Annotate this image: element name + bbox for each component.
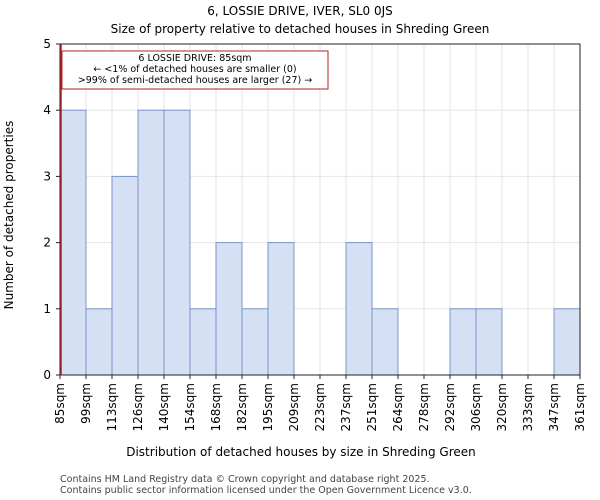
x-tick-label: 209sqm — [287, 383, 301, 431]
x-tick-label: 113sqm — [105, 383, 119, 431]
bar — [371, 308, 399, 376]
bar — [137, 109, 165, 376]
x-axis-ticks: 85sqm 99sqm 113sqm 126sqm 140sqm 154sqm 168sqm… — [53, 375, 587, 431]
x-tick-label: 182sqm — [235, 383, 249, 431]
x-tick-label: 292sqm — [443, 383, 457, 431]
bar — [189, 308, 217, 376]
x-tick-label: 85sqm — [53, 383, 67, 424]
x-tick-label: 126sqm — [131, 383, 145, 431]
x-axis-label: Distribution of detached houses by size … — [126, 445, 476, 459]
bar — [449, 308, 477, 376]
y-axis-ticks: 0 1 2 3 4 5 — [43, 37, 60, 382]
bars — [59, 109, 581, 376]
x-tick-label: 361sqm — [573, 383, 587, 431]
x-tick-label: 251sqm — [365, 383, 379, 431]
y-tick-label: 2 — [43, 236, 51, 250]
x-tick-label: 195sqm — [261, 383, 275, 431]
footer-line-2: Contains public sector information licen… — [60, 485, 472, 496]
annotation-line-1: 6 LOSSIE DRIVE: 85sqm — [138, 53, 251, 64]
y-tick-label: 5 — [43, 37, 51, 51]
x-tick-label: 237sqm — [339, 383, 353, 431]
footer-line-1: Contains HM Land Registry data © Crown c… — [60, 474, 430, 485]
bar — [241, 308, 269, 376]
bar — [553, 308, 581, 376]
annotation-line-3: >99% of semi-detached houses are larger … — [78, 75, 312, 86]
bar — [59, 109, 87, 376]
x-tick-label: 278sqm — [417, 383, 431, 431]
annotation-box: 6 LOSSIE DRIVE: 85sqm ← <1% of detached … — [61, 50, 329, 90]
y-tick-label: 0 — [43, 368, 51, 382]
x-tick-label: 306sqm — [469, 383, 483, 431]
x-tick-label: 264sqm — [391, 383, 405, 431]
bar — [85, 308, 113, 376]
bar — [267, 242, 295, 376]
x-tick-label: 154sqm — [183, 383, 197, 431]
chart-title: 6, LOSSIE DRIVE, IVER, SL0 0JS — [207, 4, 393, 18]
x-tick-label: 168sqm — [209, 383, 223, 431]
bar — [111, 175, 139, 376]
bar — [345, 242, 373, 376]
annotation-line-2: ← <1% of detached houses are smaller (0) — [93, 64, 296, 75]
x-tick-label: 140sqm — [157, 383, 171, 431]
y-tick-label: 3 — [43, 169, 51, 183]
bar — [163, 109, 191, 376]
x-tick-label: 333sqm — [521, 383, 535, 431]
y-tick-label: 1 — [43, 302, 51, 316]
bar — [215, 242, 243, 376]
chart-subtitle: Size of property relative to detached ho… — [111, 22, 490, 36]
x-tick-label: 347sqm — [547, 383, 561, 431]
x-tick-label: 223sqm — [313, 383, 327, 431]
y-axis-label: Number of detached properties — [2, 121, 16, 310]
x-tick-label: 99sqm — [79, 383, 93, 424]
plot-frame — [59, 43, 581, 376]
x-tick-label: 320sqm — [495, 383, 509, 431]
bar — [475, 308, 503, 376]
y-tick-label: 4 — [43, 103, 51, 117]
